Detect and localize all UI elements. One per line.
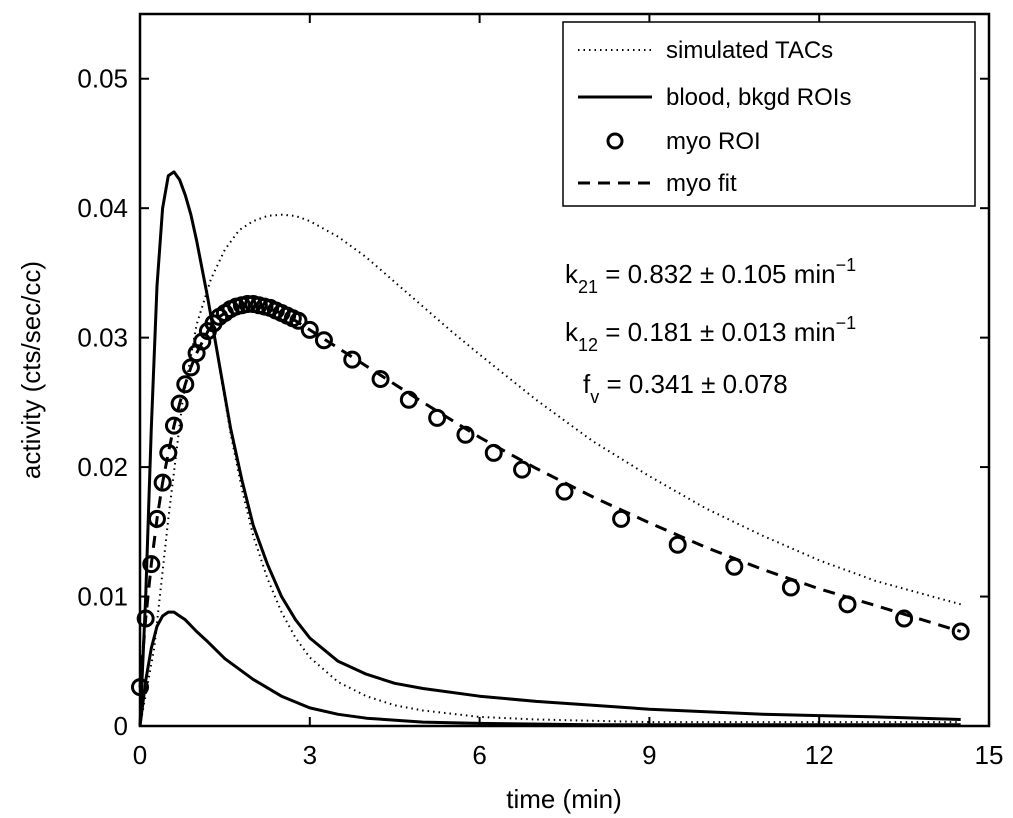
y-axis-title: activity (cts/sec/cc) — [16, 261, 46, 479]
series-line-myo-fit-4 — [140, 305, 961, 687]
annotation-fv: fv = 0.341 ± 0.078 — [583, 369, 788, 407]
x-tick-label: 15 — [975, 740, 1004, 770]
plot-markers — [133, 296, 969, 694]
myo-roi-marker — [316, 333, 331, 348]
y-tick-label: 0 — [114, 711, 128, 741]
legend: simulated TACs blood, bkgd ROIs myo ROI … — [563, 22, 975, 206]
legend-label-myo-roi: myo ROI — [666, 128, 761, 155]
myo-roi-marker — [670, 537, 685, 552]
x-tick-label: 3 — [303, 740, 317, 770]
legend-label-blood: blood, bkgd ROIs — [666, 84, 851, 111]
annotation-k21: k21 = 0.832 ± 0.105 min−1 — [565, 255, 856, 297]
fit-annotations: k21 = 0.832 ± 0.105 min−1 k12 = 0.181 ± … — [565, 255, 856, 407]
x-axis-title: time (min) — [506, 784, 622, 814]
myo-roi-marker — [345, 352, 360, 367]
x-tick-label: 12 — [805, 740, 834, 770]
y-tick-label: 0.02 — [77, 452, 128, 482]
y-tick-label: 0.01 — [77, 582, 128, 612]
myo-roi-marker — [430, 410, 445, 425]
myo-roi-marker — [727, 559, 742, 574]
legend-label-simulated: simulated TACs — [666, 37, 833, 64]
myo-roi-marker — [614, 511, 629, 526]
y-tick-label: 0.04 — [77, 193, 128, 223]
myo-roi-marker — [515, 462, 530, 477]
x-tick-label: 0 — [133, 740, 147, 770]
y-tick-label: 0.03 — [77, 323, 128, 353]
myo-roi-marker — [486, 445, 501, 460]
x-tick-label: 9 — [642, 740, 656, 770]
y-tick-label: 0.05 — [77, 64, 128, 94]
myo-roi-marker — [840, 597, 855, 612]
myo-roi-marker — [783, 580, 798, 595]
annotation-k12: k12 = 0.181 ± 0.013 min−1 — [565, 313, 856, 355]
legend-label-myo-fit: myo fit — [666, 170, 737, 197]
series-line-bkgd-1 — [140, 612, 961, 726]
myo-roi-marker — [557, 484, 572, 499]
series-line-simulated-tacs-2 — [140, 215, 961, 726]
x-tick-label: 6 — [472, 740, 486, 770]
